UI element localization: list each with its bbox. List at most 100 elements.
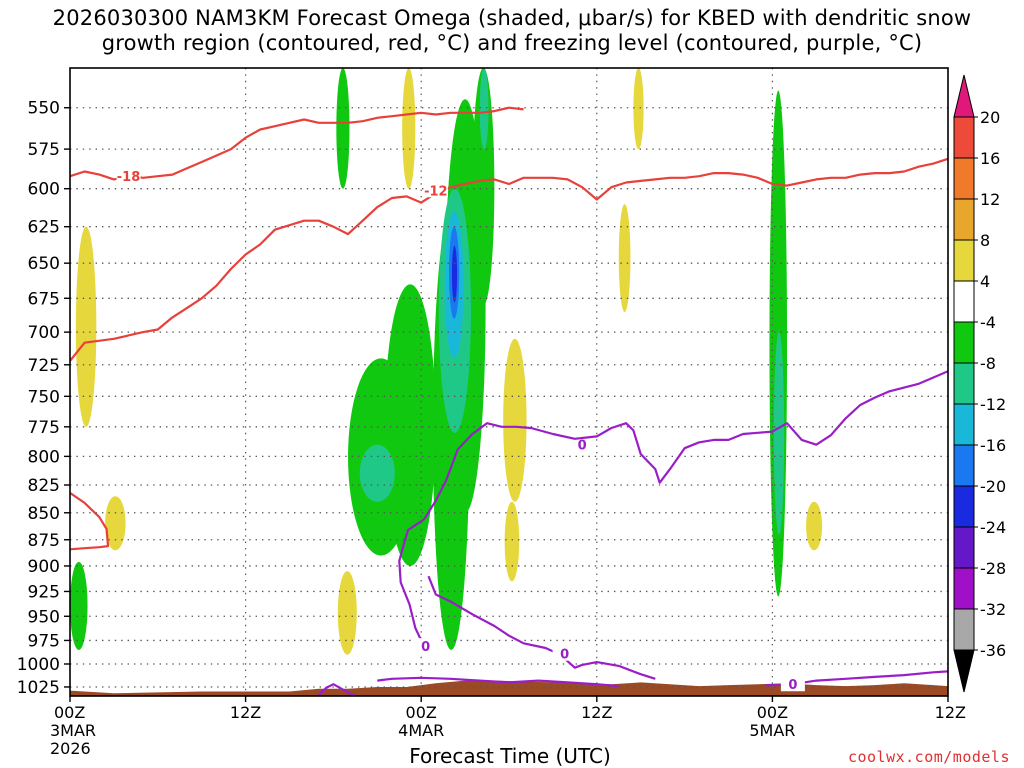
axes-layer: 550 575 600 625 650 675 700 725 750 775 800 825 850 8… [17,67,966,758]
y-tick-label-825: 825 [28,476,60,496]
omega-cell-14 [451,245,458,303]
terrain-layer [70,680,948,696]
colorbar-label-0: 20 [980,108,1000,127]
colorbar-label-10: -24 [980,518,1006,537]
freezing-contour-label-0: 0 [578,439,587,454]
omega-cell-0 [336,68,350,189]
colorbar: 20 16 12 8 4 -4 -8 -12 -16 -20 -24 -28 -32 -36 [953,74,1006,693]
x-tick-label-4: 00Z [757,703,788,722]
y-tick-label-925: 925 [28,582,60,602]
x-tick-date-2: 4MAR [398,721,444,740]
colorbar-label-5: -4 [980,313,996,332]
colorbar-label-4: 4 [980,272,990,291]
freezing-contour-label-bg-3 [780,676,805,692]
colorbar-bin-7 [953,362,975,405]
x-axis-title: Forecast Time (UTC) [409,744,611,768]
y-tick-label-600: 600 [28,180,60,200]
y-tick-label-850: 850 [28,504,60,524]
omega-cell-22 [633,68,644,150]
y-tick-label-1000: 1000 [17,655,60,675]
chart-title: 2026030300 NAM3KM Forecast Omega (shaded… [0,6,1024,56]
omega-cell-11 [479,68,489,150]
y-tick-label-575: 575 [28,140,60,160]
terrain-fill [70,680,948,696]
freezing-contour-4 [377,676,619,688]
omega-cell-8 [359,444,395,502]
omega-cell-10 [773,332,785,535]
freezing-contour-label-1: 0 [421,640,430,655]
colorbar-bin-6 [953,321,975,364]
colorbar-cap-bottom [953,649,975,693]
colorbar-bin-11 [953,526,975,569]
colorbar-label-9: -20 [980,477,1006,496]
freezing-contour-label-bg-1 [413,638,438,654]
colorbar-label-3: 8 [980,231,990,250]
dgz-contour-label-0: -18 [117,170,141,185]
source-credit: coolwx.com/models [847,748,1010,766]
colorbar-bin-5 [953,280,975,323]
y-tick-label-875: 875 [28,531,60,551]
colorbar-label-11: -28 [980,559,1006,578]
y-tick-label-975: 975 [28,631,60,651]
colorbar-bin-3 [953,198,975,241]
x-tick-label-0: 00Z [54,703,85,722]
omega-cell-20 [504,501,520,582]
y-tick-label-550: 550 [28,99,60,119]
omega-cell-3 [384,284,436,566]
colorbar-bin-9 [953,444,975,487]
omega-cell-18 [402,68,416,189]
x-tick-label-3: 12Z [581,703,612,722]
colorbar-label-12: -32 [980,600,1006,619]
y-tick-label-900: 900 [28,557,60,577]
freezing-contour-label-bg-2 [552,645,577,661]
x-tick-label-5: 12Z [935,703,966,722]
dgz-contour-label-bg-0 [116,168,141,184]
omega-cell-1 [70,561,88,650]
y-tick-label-650: 650 [28,254,60,274]
colorbar-bin-4 [953,239,975,282]
colorbar-label-13: -36 [980,641,1006,660]
omega-cell-21 [618,204,631,312]
colorbar-bin-12 [953,567,975,610]
y-tick-label-675: 675 [28,289,60,309]
omega-cell-6 [472,68,495,306]
y-tick-label-775: 775 [28,418,60,438]
contour-layer: -18 -12 0 0 0 0 [70,106,948,696]
y-tick-label-700: 700 [28,323,60,343]
colorbar-label-8: -16 [980,436,1006,455]
dgz-contour-label-bg-1 [423,182,448,198]
y-tick-label-950: 950 [28,607,60,627]
dgz-contour-label-1: -12 [424,184,448,199]
colorbar-bin-8 [953,403,975,446]
x-tick-label-2: 00Z [406,703,437,722]
chart-title-line-1: 2026030300 NAM3KM Forecast Omega (shaded… [52,6,972,30]
colorbar-bin-10 [953,485,975,528]
dgz-contour-2 [70,491,110,551]
x-tick-year-0: 2026 [50,739,91,758]
colorbar-label-2: 12 [980,190,1000,209]
y-tick-label-725: 725 [28,356,60,376]
freezing-contour-label-3: 0 [788,678,797,693]
grid-layer [70,68,948,696]
freezing-contour-2 [427,575,656,680]
freezing-contour-1 [398,370,948,653]
colorbar-label-1: 16 [980,149,1000,168]
colorbar-bin-1 [953,116,975,159]
dgz-contour-0 [70,106,524,181]
y-tick-label-800: 800 [28,447,60,467]
y-tick-label-625: 625 [28,218,60,238]
colorbar-cap-top [953,74,975,118]
omega-cell-17 [337,571,357,655]
freezing-contour-3 [765,670,948,687]
chart-title-line-2: growth region (contoured, red, °C) and f… [101,31,923,55]
omega-cell-16 [105,496,126,551]
x-tick-date-0: 3MAR [50,721,96,740]
colorbar-bin-2 [953,157,975,200]
freezing-contour-label-2: 0 [560,648,569,663]
dgz-contour-1 [70,157,948,362]
colorbar-label-7: -12 [980,395,1006,414]
x-tick-label-1: 12Z [230,703,261,722]
x-tick-date-4: 5MAR [749,721,795,740]
omega-shading-layer [70,68,823,655]
